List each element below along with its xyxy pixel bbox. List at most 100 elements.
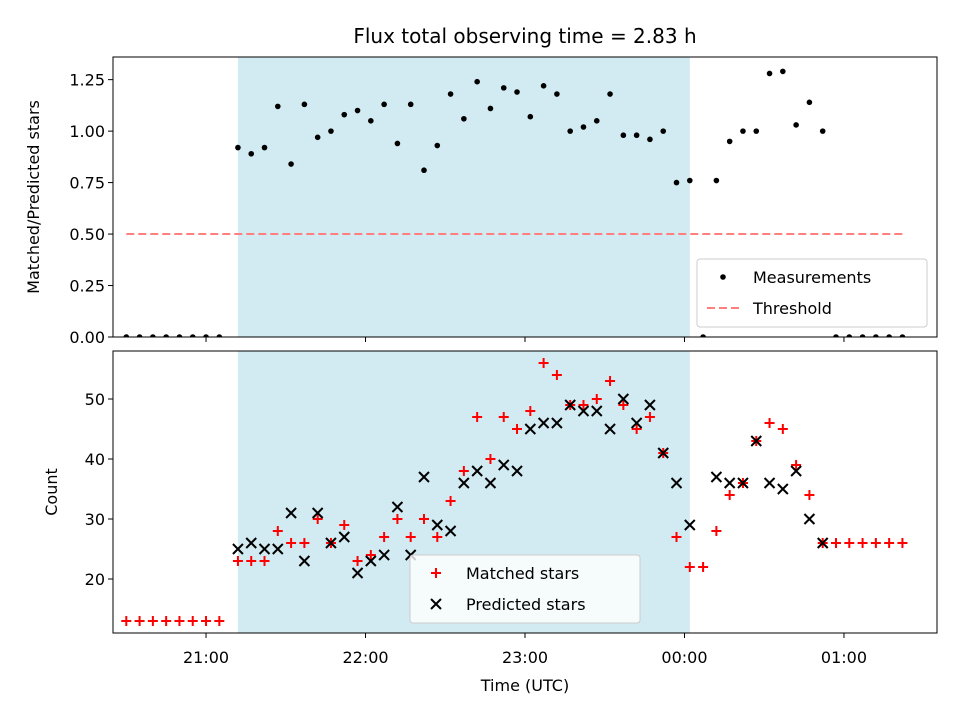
predicted-stars-point [816,537,829,549]
measurement-point [673,179,680,186]
predicted-stars-point [338,531,350,543]
predicted-stars-point [232,543,244,555]
predicted-stars-point [577,405,590,417]
top-y-tick-label: 0.75 [69,174,105,193]
matched-stars-point [578,400,589,410]
predicted-stars-point [258,543,271,555]
matched-stars-point [844,538,855,548]
measurement-point [407,101,414,108]
predicted-stars-point [365,555,377,567]
predicted-stars-point [684,519,696,531]
matched-stars-point [791,460,802,470]
measurement-point [593,118,600,124]
measurement-point [647,136,653,143]
measurement-point [633,132,640,139]
predicted-stars-point [564,399,576,411]
matched-stars-point [121,616,132,626]
predicted-stars-point [311,507,324,519]
matched-stars-point [644,412,655,422]
measurement-point [514,89,520,95]
measurement-point [753,128,760,134]
matched-stars-point [764,418,775,428]
measurement-point [189,334,196,337]
measurement-point [487,105,494,112]
predicted-stars-point [325,537,337,549]
predicted-stars-point [604,423,616,435]
matched-stars-point [201,616,212,626]
measurement-point [421,167,427,174]
measurement-point [607,91,613,97]
measurement-point [806,99,813,106]
bottom-panel: 20 30 40 50 21:00 22:00 23:00 00:00 01:00 Matched… [85,350,938,667]
predicted-stars-point [644,399,656,411]
matched-stars-point [445,496,456,506]
matched-stars-point [804,490,815,500]
matched-stars-point [174,616,185,626]
measurement-point [216,334,223,337]
matched-stars-point [671,532,682,542]
top-legend-box [696,258,928,328]
bottom-y-tick-label: 30 [85,510,105,529]
top-legend-label: Measurements [753,268,871,287]
measurement-point [899,334,906,337]
measurement-point [819,128,826,134]
predicted-stars-point [484,477,497,489]
bottom-x-tick-label: 01:00 [821,648,867,667]
matched-stars-point [418,514,429,524]
predicted-stars-point [630,417,643,429]
predicted-stars-point [391,501,404,513]
measurement-point [660,128,667,134]
measurement-point [873,334,879,337]
bottom-y-tick-label: 40 [85,450,105,469]
measurement-point [620,132,627,139]
bottom-y-tick-label: 50 [85,390,105,409]
top-y-tick-label: 1.25 [69,71,105,90]
matched-stars-point [299,538,310,548]
matched-stars-point [365,550,376,560]
predicted-stars-point [471,465,483,477]
matched-stars-point [698,562,709,572]
predicted-stars-point [272,543,284,555]
matched-stars-point [684,562,695,572]
measurement-point [341,111,348,118]
matched-stars-point [339,520,350,530]
predicted-stars-point [351,567,364,579]
measurement-point [176,334,183,337]
predicted-stars-point [551,417,563,429]
matched-stars-point [897,538,908,548]
predicted-stars-point [657,447,669,459]
predicted-stars-point [591,405,603,417]
measurement-point [301,101,308,108]
measurement-point [461,115,467,122]
measurement-point [500,85,507,91]
matched-stars-point [286,538,297,548]
matched-stars-point [232,556,243,566]
measurement-point [780,68,786,75]
measurement-point [886,334,892,337]
measurement-point [354,107,361,114]
bottom-plot-area [121,358,908,626]
measurement-point [328,128,334,134]
measurement-point [713,177,720,184]
bottom-y-tick-label: 20 [85,570,105,589]
predicted-stars-point [431,519,443,531]
matched-stars-point [618,400,629,410]
predicted-stars-point [790,465,802,477]
measurement-point [740,128,746,134]
series-predicted-stars [232,393,829,579]
measurement-point [700,334,706,337]
matched-stars-point [161,616,172,626]
measurement-point [833,334,839,337]
measurement-point [235,144,241,151]
measurement-point [314,134,321,141]
measurement-point [687,177,693,184]
measurement-point [288,161,294,167]
predicted-stars-point [418,471,430,483]
predicted-stars-point [298,555,311,567]
predicted-stars-point [524,423,537,435]
measurement-point [123,334,130,337]
predicted-stars-point [444,525,457,537]
matched-stars-point [591,394,602,404]
bottom-legend-box [409,554,641,624]
